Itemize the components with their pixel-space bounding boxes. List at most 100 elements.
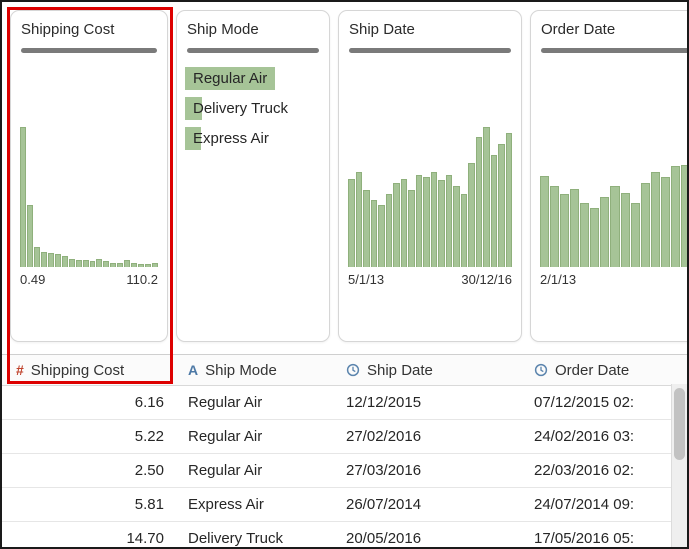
- histogram-bar[interactable]: [408, 190, 415, 267]
- histogram-bar[interactable]: [680, 164, 687, 267]
- histogram-bar[interactable]: [138, 264, 145, 267]
- histogram-bar[interactable]: [68, 258, 75, 267]
- table-cell[interactable]: 17/05/2016 05:: [534, 530, 635, 547]
- histogram-bar[interactable]: [415, 174, 422, 267]
- histogram-bar[interactable]: [20, 127, 26, 267]
- histogram-bar[interactable]: [110, 262, 117, 267]
- column-header-shipping-cost[interactable]: # Shipping Cost: [2, 355, 174, 385]
- histogram-bar[interactable]: [54, 254, 61, 267]
- histogram-bar[interactable]: [131, 262, 138, 267]
- column-header-order-date[interactable]: Order Date: [520, 355, 687, 385]
- column-header-ship-mode[interactable]: A Ship Mode: [174, 355, 332, 385]
- column-label: Ship Mode: [205, 361, 277, 379]
- histogram-bar[interactable]: [378, 205, 385, 267]
- histogram-bar[interactable]: [75, 260, 82, 267]
- histogram-bar[interactable]: [61, 255, 68, 267]
- table-cell[interactable]: 2.50: [134, 462, 164, 479]
- table-cell[interactable]: Regular Air: [188, 462, 263, 479]
- histogram-bar[interactable]: [630, 202, 640, 267]
- field-card-order-date[interactable]: Order Date 2/1/13: [530, 10, 687, 342]
- mode-item[interactable]: Express Air: [185, 127, 277, 150]
- histogram-bar[interactable]: [393, 183, 400, 267]
- histogram-bar[interactable]: [40, 251, 47, 267]
- table-cell[interactable]: 20/05/2016: [346, 530, 422, 547]
- histogram-bar[interactable]: [550, 185, 560, 267]
- table-cell[interactable]: 27/02/2016: [346, 428, 422, 445]
- vertical-scrollbar[interactable]: [671, 384, 687, 547]
- histogram-bar[interactable]: [560, 194, 570, 267]
- table-cell[interactable]: Regular Air: [188, 394, 263, 411]
- histogram-bar[interactable]: [483, 127, 490, 267]
- histogram-bar[interactable]: [438, 180, 445, 267]
- histogram-bar[interactable]: [570, 188, 580, 267]
- histogram-bar[interactable]: [33, 247, 40, 267]
- table-cell[interactable]: 22/03/2016 02:: [534, 462, 635, 479]
- table-row[interactable]: 5.81 Express Air 26/07/2014 24/07/2014 09:: [2, 488, 687, 522]
- field-card-shipping-cost[interactable]: Shipping Cost 0.49 110.2: [10, 10, 168, 342]
- table-cell[interactable]: Regular Air: [188, 428, 263, 445]
- histogram-bar[interactable]: [460, 194, 467, 267]
- table-cell[interactable]: Express Air: [188, 496, 264, 513]
- histogram-bar[interactable]: [355, 171, 362, 267]
- ship-date-histogram[interactable]: [348, 127, 512, 267]
- order-date-histogram[interactable]: [540, 127, 687, 267]
- histogram-bar[interactable]: [430, 171, 437, 267]
- field-card-ship-date[interactable]: Ship Date 5/1/13 30/12/16: [338, 10, 522, 342]
- histogram-bar[interactable]: [468, 163, 475, 267]
- table-cell[interactable]: 24/07/2014 09:: [534, 496, 635, 513]
- histogram-bar[interactable]: [348, 178, 355, 267]
- histogram-bar[interactable]: [590, 208, 600, 267]
- table-row[interactable]: 6.16 Regular Air 12/12/2015 07/12/2015 02:: [2, 386, 687, 420]
- histogram-bar[interactable]: [540, 176, 550, 267]
- table-cell[interactable]: 12/12/2015: [346, 394, 422, 411]
- table-cell[interactable]: 5.81: [134, 496, 164, 513]
- histogram-bar[interactable]: [423, 177, 430, 267]
- mode-item[interactable]: Delivery Truck: [185, 97, 296, 120]
- histogram-bar[interactable]: [152, 262, 159, 267]
- histogram-bar[interactable]: [47, 253, 54, 267]
- table-cell[interactable]: 5.22: [134, 428, 164, 445]
- table-cell[interactable]: 6.16: [134, 394, 164, 411]
- histogram-bar[interactable]: [82, 260, 89, 267]
- histogram-bar[interactable]: [400, 178, 407, 267]
- histogram-bar[interactable]: [498, 143, 505, 267]
- histogram-bar[interactable]: [89, 261, 96, 267]
- histogram-bar[interactable]: [475, 136, 482, 267]
- histogram-bar[interactable]: [660, 177, 670, 267]
- table-cell[interactable]: 14.70: [126, 530, 164, 547]
- histogram-bar[interactable]: [650, 171, 660, 267]
- histogram-bar[interactable]: [385, 194, 392, 267]
- mode-item[interactable]: Regular Air: [185, 67, 276, 90]
- column-header-ship-date[interactable]: Ship Date: [332, 355, 520, 385]
- histogram-bar[interactable]: [580, 202, 590, 267]
- histogram-bar[interactable]: [490, 155, 497, 267]
- table-cell[interactable]: 26/07/2014: [346, 496, 422, 513]
- histogram-bar[interactable]: [26, 205, 33, 267]
- histogram-bar[interactable]: [103, 261, 110, 267]
- histogram-bar[interactable]: [600, 197, 610, 267]
- table-cell[interactable]: Delivery Truck: [188, 530, 284, 547]
- histogram-bar[interactable]: [445, 174, 452, 267]
- field-card-ship-mode[interactable]: Ship Mode Regular Air Delivery Truck Expre…: [176, 10, 330, 342]
- histogram-bar[interactable]: [117, 262, 124, 267]
- histogram-bar[interactable]: [610, 185, 620, 267]
- scrollbar-thumb[interactable]: [674, 388, 685, 460]
- table-cell[interactable]: 27/03/2016: [346, 462, 422, 479]
- table-row[interactable]: 14.70 Delivery Truck 20/05/2016 17/05/2016 …: [2, 522, 687, 547]
- histogram-bar[interactable]: [505, 132, 512, 267]
- histogram-bar[interactable]: [96, 258, 103, 267]
- histogram-bar[interactable]: [363, 190, 370, 267]
- histogram-bar[interactable]: [370, 199, 377, 267]
- histogram-bar[interactable]: [453, 185, 460, 267]
- histogram-bar[interactable]: [145, 264, 152, 267]
- histogram-bar[interactable]: [640, 183, 650, 267]
- table-row[interactable]: 2.50 Regular Air 27/03/2016 22/03/2016 02:: [2, 454, 687, 488]
- histogram-bar[interactable]: [620, 192, 630, 267]
- histogram-bar[interactable]: [670, 166, 680, 267]
- table-row[interactable]: 5.22 Regular Air 27/02/2016 24/02/2016 03:: [2, 420, 687, 454]
- histogram-bar[interactable]: [124, 260, 131, 267]
- table-cell[interactable]: 24/02/2016 03:: [534, 428, 635, 445]
- table-cell[interactable]: 07/12/2015 02:: [534, 394, 635, 411]
- shipping-cost-histogram[interactable]: [20, 127, 159, 267]
